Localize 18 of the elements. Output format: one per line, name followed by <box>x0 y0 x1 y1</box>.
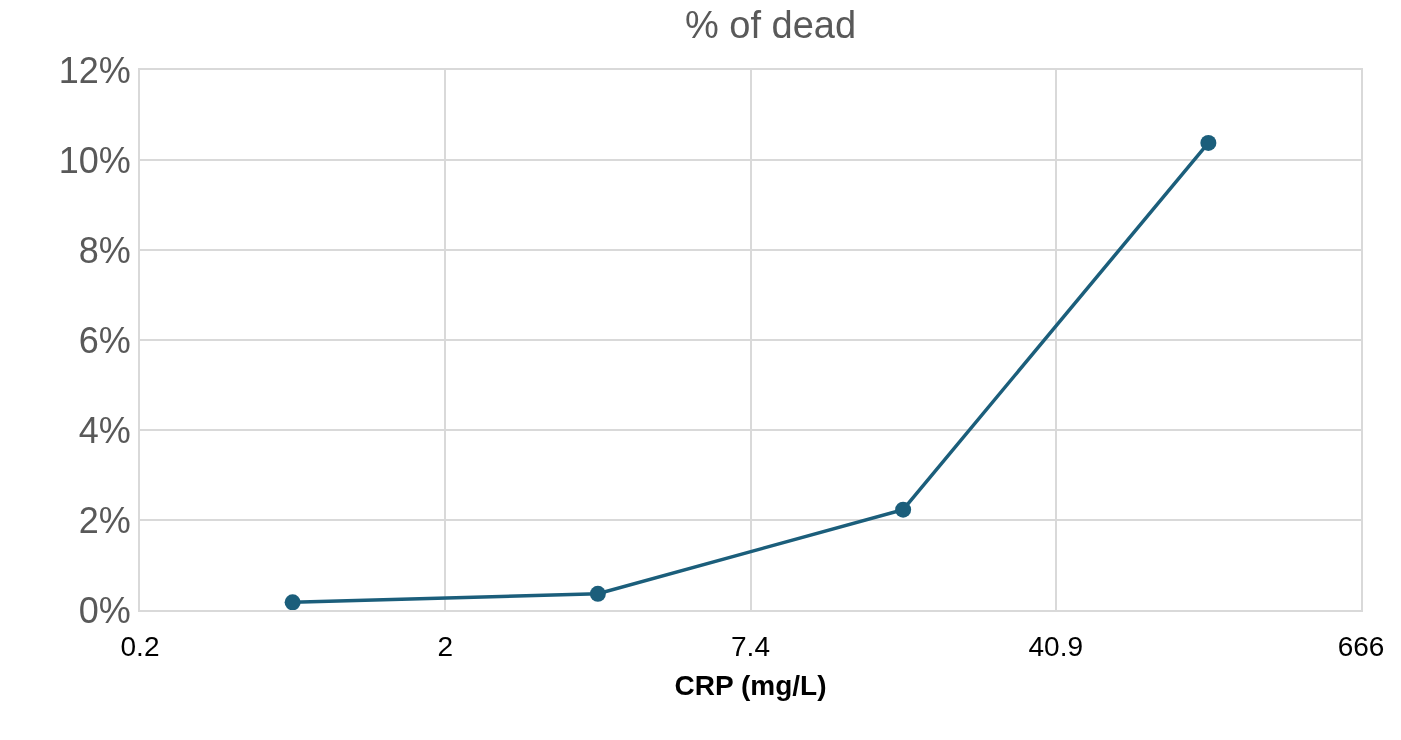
point <box>284 594 301 610</box>
point <box>895 501 912 518</box>
point <box>589 585 606 602</box>
y-tick-label: 8% <box>78 229 131 271</box>
x-tick-label: 7.4 <box>731 630 770 662</box>
x-axis-title: CRP (mg/L) <box>674 670 827 702</box>
y-tick-label: 10% <box>58 139 131 181</box>
y-tick-label: 2% <box>78 499 131 541</box>
x-tick-label: 0.2 <box>120 630 160 662</box>
y-tick-label: 6% <box>78 319 131 361</box>
chart-title: % of dead <box>684 3 857 46</box>
x-tick-label: 2 <box>437 630 454 662</box>
y-tick-label: 0% <box>78 589 131 631</box>
y-tick-label: 12% <box>58 49 131 91</box>
y-tick-label: 4% <box>78 409 131 451</box>
point <box>1200 134 1217 151</box>
x-tick-label: 666 <box>1337 630 1385 662</box>
x-tick-label: 40.9 <box>1028 630 1083 662</box>
